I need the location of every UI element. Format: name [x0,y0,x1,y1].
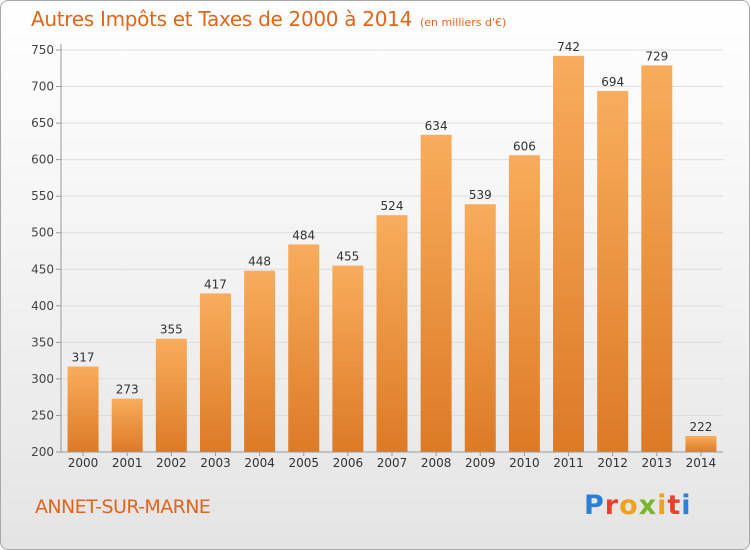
bar [685,435,717,452]
data-label: 742 [557,40,580,54]
y-tick-label: 350 [31,335,54,349]
y-tick-label: 550 [31,189,54,203]
y-tick-label: 250 [31,408,54,422]
chart-unit: (en milliers d'€) [420,16,507,29]
logo-letter: P [584,490,605,521]
logo-letter: t [667,490,682,521]
data-label: 539 [469,188,492,202]
data-label: 484 [292,228,315,242]
bar [288,244,320,452]
x-tick-label: 2014 [686,456,717,470]
bar [67,366,99,452]
y-tick-label: 300 [31,372,54,386]
x-tick-label: 2009 [465,456,496,470]
bar [508,155,540,452]
bar [199,293,231,452]
bar [553,55,585,453]
logo-letter: i [681,490,692,521]
bar [464,204,496,452]
axes [56,44,723,456]
bar [376,215,408,452]
y-tick-label: 750 [31,43,54,57]
logo-letter: r [604,490,620,521]
x-tick-label: 2012 [597,456,628,470]
bar [111,398,143,452]
logo-letter: x [638,490,658,521]
y-tick-label: 500 [31,226,54,240]
data-label: 729 [645,49,668,63]
bar [155,338,187,452]
bar [597,90,629,452]
x-tick-label: 2003 [200,456,231,470]
data-label: 694 [601,75,624,89]
y-tick-label: 200 [31,445,54,459]
x-tick-label: 2006 [333,456,364,470]
x-tick-label: 2002 [156,456,187,470]
chart-title: Autres Impôts et Taxes de 2000 à 2014 [31,7,412,31]
data-label: 606 [513,139,536,153]
data-label: 317 [72,350,95,364]
x-tick-label: 2007 [377,456,408,470]
data-label: 417 [204,277,227,291]
x-tick-label: 2013 [642,456,673,470]
y-tick-label: 700 [31,80,54,94]
y-tick-label: 450 [31,262,54,276]
data-label: 273 [116,383,139,397]
commune-name: ANNET-SUR-MARNE [35,496,211,518]
data-label: 524 [381,199,404,213]
bar [244,270,276,452]
bar [420,134,452,452]
data-label: 634 [425,119,448,133]
x-tick-label: 2011 [553,456,584,470]
bars [67,55,717,453]
bar [332,265,364,452]
logo-letter: o [619,490,639,521]
x-tick-label: 2001 [112,456,143,470]
proxiti-logo[interactable]: Proxiti [584,490,692,521]
x-tick-label: 2005 [288,456,319,470]
labels: 200 250 300 350 400 450 500 550 600 650 700 750 317 2… [31,40,716,470]
y-tick-label: 650 [31,116,54,130]
x-tick-label: 2010 [509,456,540,470]
y-tick-label: 600 [31,153,54,167]
x-tick-label: 2000 [68,456,99,470]
data-label: 448 [248,255,271,269]
data-label: 222 [689,420,712,434]
chart-title-block: Autres Impôts et Taxes de 2000 à 2014 (en… [31,7,506,31]
data-label: 455 [336,250,359,264]
bar [641,65,673,452]
data-label: 355 [160,323,183,337]
x-tick-label: 2004 [244,456,275,470]
y-tick-label: 400 [31,299,54,313]
logo-letter: i [657,490,668,521]
x-tick-label: 2008 [421,456,452,470]
